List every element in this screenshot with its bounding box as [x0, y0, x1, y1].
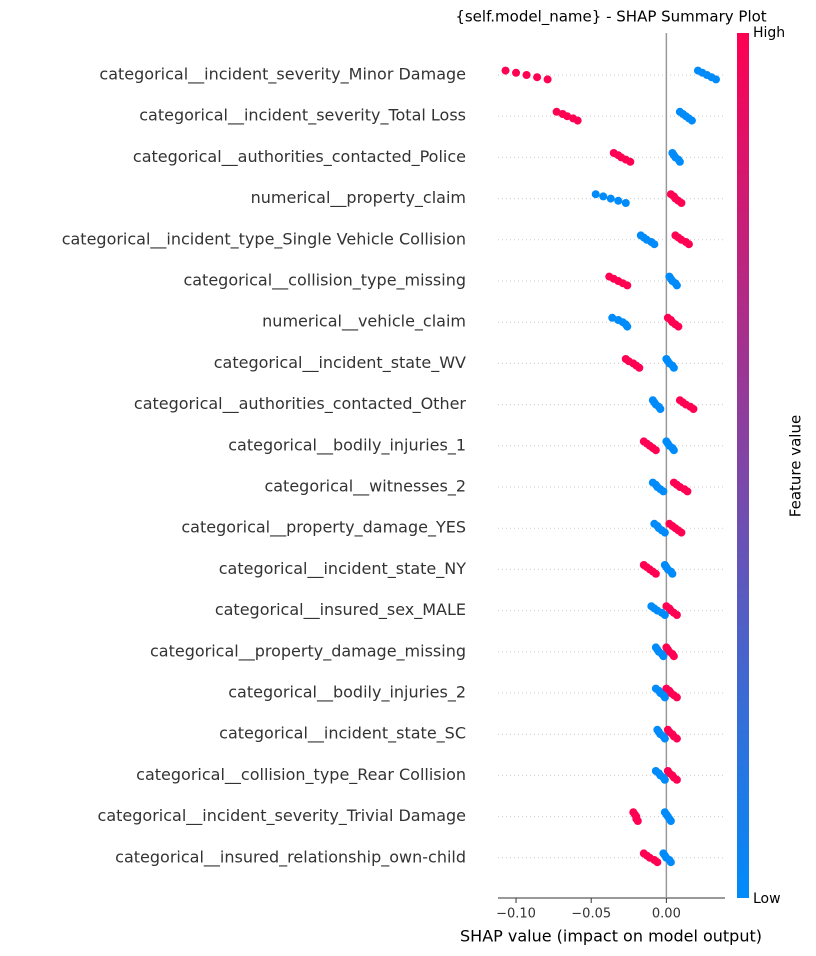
shap-point [512, 68, 521, 77]
shap-point [623, 322, 632, 331]
shap-point [675, 157, 684, 166]
feature-label: numerical__property_claim [251, 188, 466, 208]
shap-point [543, 75, 552, 84]
shap-point [672, 693, 681, 702]
shap-point [659, 487, 668, 496]
feature-label: categorical__property_damage_missing [150, 641, 466, 661]
feature-label: categorical__incident_severity_Minor Dam… [99, 65, 466, 85]
chart-title: {self.model_name} - SHAP Summary Plot [455, 8, 766, 27]
feature-label: categorical__incident_state_WV [214, 353, 466, 373]
shap-point [660, 611, 669, 619]
shap-point [552, 107, 561, 116]
shap-point [651, 569, 660, 578]
feature-label: categorical__property_damage_YES [181, 518, 466, 538]
shap-point [660, 734, 669, 743]
shap-point [672, 611, 681, 619]
shap-point [522, 71, 531, 79]
shap-point [660, 693, 669, 702]
feature-label: categorical__incident_severity_Total Los… [139, 106, 466, 126]
shap-point [660, 775, 669, 784]
shap-point [687, 116, 696, 125]
x-axis-label: SHAP value (impact on model output) [460, 927, 762, 946]
shap-point [677, 199, 686, 207]
feature-label: categorical__incident_state_NY [219, 559, 466, 579]
x-tick-label: −0.10 [496, 907, 536, 922]
feature-label: categorical__collision_type_Rear Collisi… [136, 765, 466, 785]
shap-point [623, 281, 632, 290]
shap-point [608, 313, 617, 322]
feature-label: categorical__incident_state_SC [219, 724, 466, 744]
colorbar-high: High [753, 25, 785, 41]
shap-point [656, 405, 665, 413]
shap-point [653, 858, 662, 867]
shap-point [689, 405, 698, 413]
shap-point [573, 116, 582, 125]
colorbar-label: Feature value [787, 415, 805, 517]
shap-point [591, 190, 600, 199]
shap-point [669, 446, 678, 455]
shap-point [633, 817, 642, 825]
colorbar-low: Low [753, 891, 781, 907]
shap-point [669, 363, 678, 372]
x-tick-label: 0.00 [652, 907, 681, 922]
feature-label: categorical__authorities_contacted_Polic… [133, 147, 466, 167]
feature-label: numerical__vehicle_claim [262, 312, 466, 332]
shap-point [666, 858, 675, 867]
shap-point [650, 240, 659, 249]
colorbar [737, 33, 749, 898]
shap-point [672, 281, 681, 290]
shap-point [635, 363, 644, 372]
shap-point [683, 487, 692, 496]
x-tick-label: −0.05 [571, 907, 611, 922]
shap-point [677, 528, 686, 537]
feature-label: categorical__incident_severity_Trivial D… [98, 806, 466, 826]
shap-point [533, 73, 542, 82]
shap-point [672, 775, 681, 784]
feature-label: categorical__bodily_injuries_2 [228, 683, 466, 703]
shap-point [659, 652, 668, 661]
shap-point [599, 192, 608, 201]
shap-point [651, 446, 660, 455]
feature-label: categorical__bodily_injuries_1 [228, 435, 466, 455]
feature-label: categorical__insured_sex_MALE [215, 600, 466, 620]
shap-point [666, 817, 675, 825]
shap-point [669, 652, 678, 661]
feature-label: categorical__authorities_contacted_Other [134, 394, 467, 414]
shap-point [668, 569, 677, 578]
shap-point [684, 240, 693, 249]
feature-label: categorical__incident_type_Single Vehicl… [62, 229, 466, 249]
shap-point [626, 157, 635, 166]
shap-point [606, 194, 615, 203]
shap-point [501, 66, 510, 75]
shap-point [563, 112, 572, 121]
feature-label: categorical__collision_type_missing [183, 271, 466, 291]
shap-point [711, 75, 720, 84]
shap-point [614, 196, 623, 205]
feature-label: categorical__witnesses_2 [264, 477, 466, 497]
shap-point [674, 322, 683, 331]
feature-label: categorical__insured_relationship_own-ch… [115, 847, 466, 867]
shap-point [672, 734, 681, 743]
shap-point [621, 199, 630, 207]
shap-point [660, 528, 669, 537]
